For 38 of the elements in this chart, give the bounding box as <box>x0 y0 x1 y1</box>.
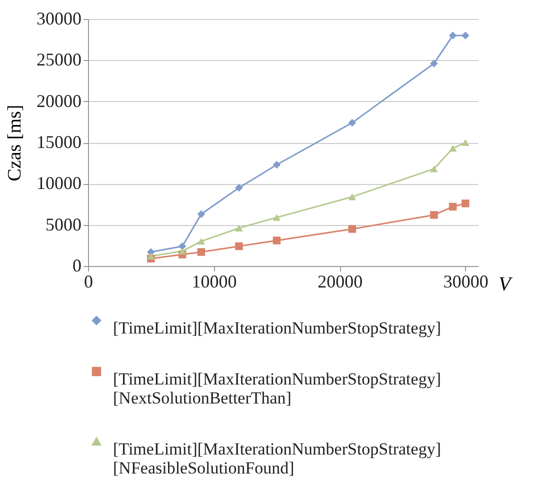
y-tick-label: 20000 <box>36 90 82 111</box>
legend-label: [TimeLimit][MaxIterationNumberStopStrategy] [NextSolutionBetterThan] <box>113 370 441 408</box>
point <box>462 32 470 40</box>
point <box>448 144 457 152</box>
point <box>235 184 243 192</box>
y-axis-title: Czas [ms] <box>4 104 26 182</box>
point <box>272 236 281 244</box>
point <box>462 139 470 146</box>
x-axis-title: V <box>498 274 514 296</box>
y-tick-label: 15000 <box>36 132 82 152</box>
x-tick-label: 10000 <box>192 272 237 292</box>
y-tick-label: 10000 <box>36 173 82 194</box>
legend-label: [TimeLimit][MaxIterationNumberStopStrategy] [NFeasibleSolutionFound] <box>113 440 441 478</box>
point <box>272 160 281 169</box>
y-tick-label: 5000 <box>46 214 82 234</box>
point <box>348 118 356 127</box>
point <box>430 165 438 172</box>
y-tick-label: 30000 <box>36 8 82 28</box>
x-tick-label: 20000 <box>318 272 363 292</box>
point <box>430 211 438 219</box>
legend-label: [TimeLimit][MaxIterationNumberStopStrategy] <box>113 318 441 338</box>
point <box>448 202 457 211</box>
point <box>348 225 356 233</box>
point <box>430 60 438 68</box>
point <box>178 248 186 255</box>
point <box>197 238 206 245</box>
point <box>147 252 155 260</box>
x-tick-label: 30000 <box>443 272 488 292</box>
point <box>197 248 206 256</box>
y-tick-label: 0 <box>72 256 82 276</box>
y-tick-label: 25000 <box>36 50 82 70</box>
point <box>462 200 470 208</box>
point <box>235 224 243 232</box>
point <box>348 193 356 200</box>
point <box>448 32 457 40</box>
point <box>235 242 243 250</box>
point <box>197 210 206 218</box>
point <box>272 214 281 221</box>
